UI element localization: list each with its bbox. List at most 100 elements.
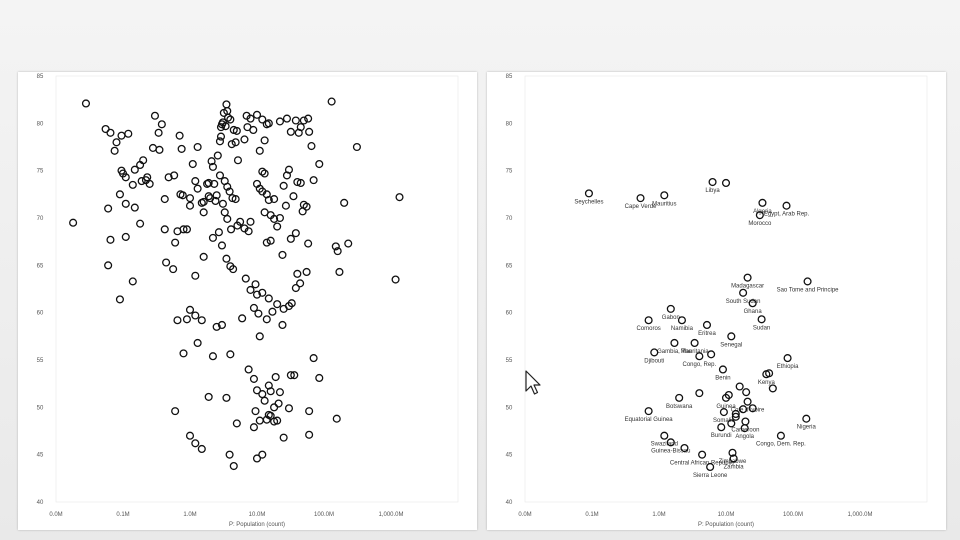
data-point xyxy=(731,412,740,421)
data-point xyxy=(260,396,269,405)
data-point xyxy=(275,213,284,223)
point-label: Angola xyxy=(735,434,754,440)
data-point xyxy=(115,190,124,199)
data-point xyxy=(162,258,171,267)
point-label: Cote d'Ivoire xyxy=(731,408,765,414)
data-point xyxy=(298,207,307,216)
data-point xyxy=(182,315,191,324)
data-point xyxy=(217,241,227,250)
data-point xyxy=(291,229,300,238)
data-point xyxy=(191,439,200,448)
y-tick-label: 50 xyxy=(506,405,513,411)
data-point xyxy=(739,288,748,297)
point-label: Ghana xyxy=(744,309,763,315)
data-point xyxy=(680,443,689,453)
data-point xyxy=(584,189,593,198)
point-label: Nigeria xyxy=(797,425,817,431)
data-point xyxy=(729,454,738,463)
data-point xyxy=(281,201,290,210)
data-point xyxy=(216,132,226,141)
data-point xyxy=(226,115,235,124)
data-point xyxy=(171,407,180,416)
data-point xyxy=(110,146,119,155)
data-point xyxy=(213,151,222,160)
data-point xyxy=(270,195,279,204)
data-point xyxy=(783,354,792,363)
point-label: Cape Verde xyxy=(625,204,657,210)
data-point xyxy=(246,114,255,123)
x-tick-label: 0.1M xyxy=(585,512,598,518)
data-point xyxy=(216,123,226,132)
y-tick-label: 70 xyxy=(37,216,44,222)
y-tick-label: 50 xyxy=(37,405,44,411)
data-point xyxy=(208,233,217,242)
data-point xyxy=(215,137,225,146)
data-point xyxy=(252,290,262,299)
point-label: Namibia xyxy=(671,326,694,332)
data-point xyxy=(208,352,217,361)
data-point xyxy=(222,100,231,109)
data-point xyxy=(266,236,275,245)
data-point xyxy=(197,444,206,454)
data-point xyxy=(278,320,287,330)
data-point xyxy=(199,197,208,206)
x-tick-label: 0.0M xyxy=(49,512,62,518)
data-point xyxy=(204,178,213,188)
data-point xyxy=(315,373,324,383)
point-label: Comoros xyxy=(636,326,660,332)
data-point xyxy=(128,180,137,189)
data-point xyxy=(270,403,279,412)
data-point xyxy=(218,199,227,208)
data-point xyxy=(335,267,344,277)
data-point xyxy=(81,99,91,108)
x-tick-label: 10.0M xyxy=(249,512,266,518)
data-point xyxy=(150,111,160,120)
point-label: Somalia xyxy=(713,418,735,424)
data-point xyxy=(227,225,236,234)
data-point xyxy=(666,438,675,447)
data-point xyxy=(160,195,169,204)
point-label: Guinea-Bissau xyxy=(651,448,690,454)
data-point xyxy=(179,349,188,358)
data-point xyxy=(305,430,314,439)
data-point xyxy=(327,97,336,106)
y-tick-label: 40 xyxy=(506,500,513,506)
y-tick-label: 75 xyxy=(506,169,513,175)
data-point xyxy=(309,354,318,363)
data-point xyxy=(352,142,361,152)
x-tick-label: 100.0M xyxy=(314,512,334,518)
data-point xyxy=(291,116,300,125)
data-point xyxy=(185,201,195,210)
x-axis-label: P: Population (count) xyxy=(229,522,285,528)
y-tick-label: 85 xyxy=(37,74,44,80)
data-point xyxy=(262,315,271,324)
x-tick-label: 0.0M xyxy=(518,512,531,518)
data-point xyxy=(706,462,715,472)
data-point xyxy=(721,393,731,402)
data-point xyxy=(255,332,264,341)
data-point xyxy=(130,203,139,212)
point-label: Mauritania xyxy=(681,349,710,355)
data-point xyxy=(293,269,302,278)
y-tick-label: 70 xyxy=(506,216,513,222)
y-tick-label: 65 xyxy=(506,263,513,269)
point-label: Congo, Dem. Rep. xyxy=(756,442,806,448)
data-point xyxy=(636,194,645,203)
point-label: Benin xyxy=(715,375,730,381)
data-point xyxy=(644,407,653,416)
data-point xyxy=(220,208,229,217)
data-point xyxy=(695,352,704,361)
x-axis-label: P: Population (count) xyxy=(698,522,754,528)
y-tick-label: 55 xyxy=(37,358,44,364)
data-point xyxy=(148,143,158,152)
data-point xyxy=(286,234,295,243)
data-point xyxy=(197,316,206,325)
data-point xyxy=(128,277,137,286)
data-point xyxy=(229,265,238,274)
y-tick-label: 85 xyxy=(506,74,513,80)
data-point xyxy=(275,388,284,397)
data-point xyxy=(229,461,238,471)
data-point xyxy=(104,261,113,270)
data-point xyxy=(252,110,262,119)
data-point xyxy=(223,214,232,223)
